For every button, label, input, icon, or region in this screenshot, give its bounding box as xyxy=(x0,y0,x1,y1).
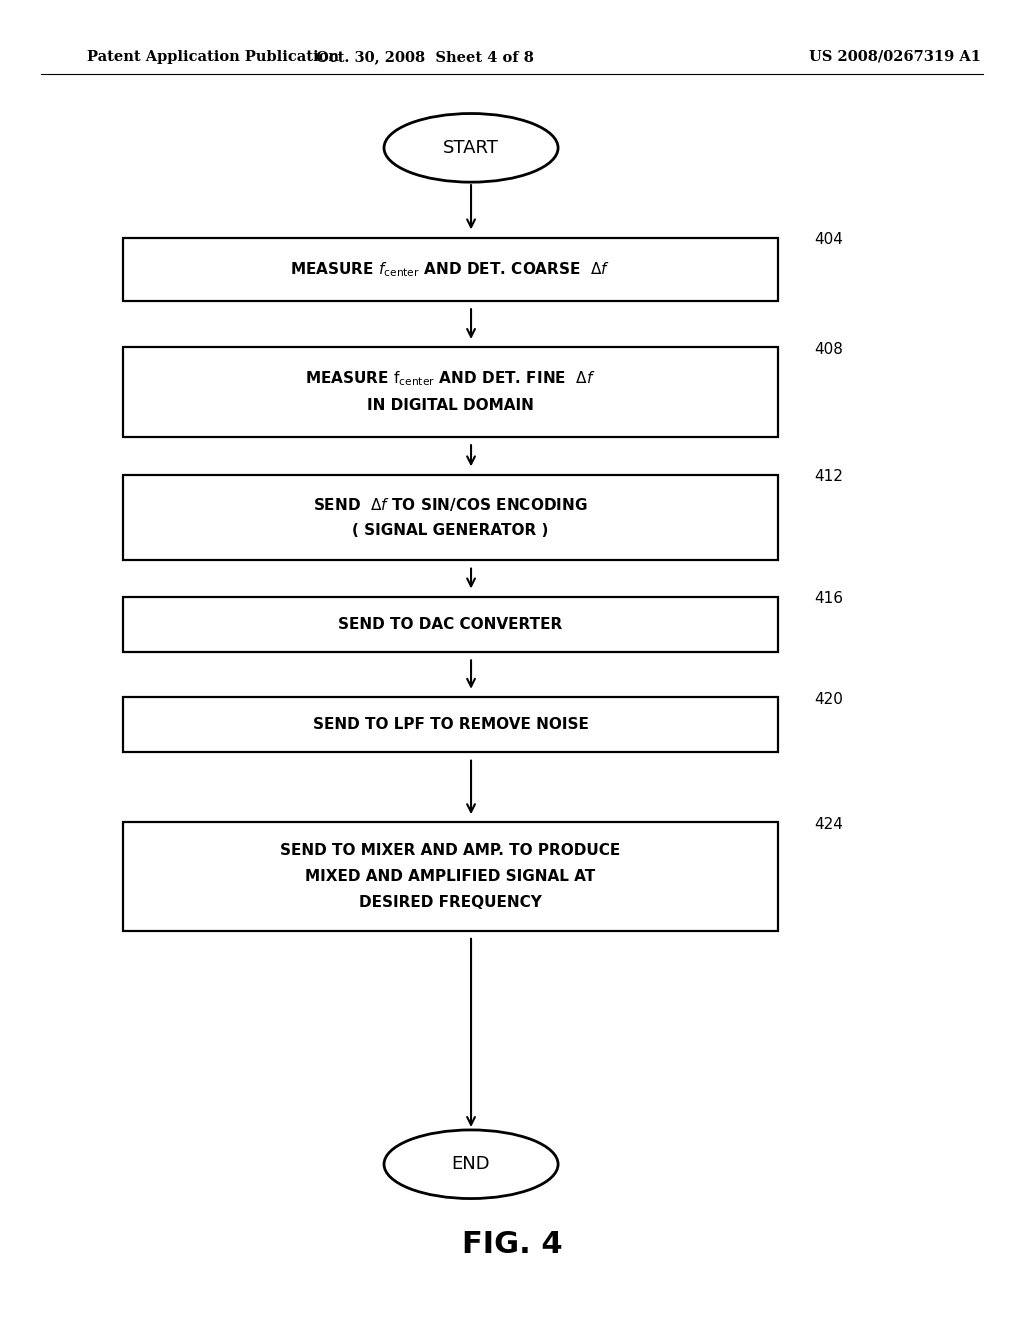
Text: SEND TO LPF TO REMOVE NOISE: SEND TO LPF TO REMOVE NOISE xyxy=(312,717,589,733)
Text: MEASURE $\mathit{f}_{\mathrm{center}}$ AND DET. COARSE  $\Delta \mathit{f}$: MEASURE $\mathit{f}_{\mathrm{center}}$ A… xyxy=(291,260,610,279)
Text: Oct. 30, 2008  Sheet 4 of 8: Oct. 30, 2008 Sheet 4 of 8 xyxy=(316,50,534,63)
Text: 424: 424 xyxy=(814,817,843,832)
Bar xyxy=(123,822,778,931)
Text: 416: 416 xyxy=(814,591,843,606)
Bar xyxy=(123,597,778,652)
Text: SEND  $\Delta \mathit{f}$ TO SIN/COS ENCODING: SEND $\Delta \mathit{f}$ TO SIN/COS ENCO… xyxy=(313,496,588,512)
Text: 420: 420 xyxy=(814,692,843,706)
Text: IN DIGITAL DOMAIN: IN DIGITAL DOMAIN xyxy=(368,397,534,413)
Text: 412: 412 xyxy=(814,470,843,484)
Bar xyxy=(123,238,778,301)
Text: US 2008/0267319 A1: US 2008/0267319 A1 xyxy=(809,50,981,63)
Text: MIXED AND AMPLIFIED SIGNAL AT: MIXED AND AMPLIFIED SIGNAL AT xyxy=(305,869,596,884)
Text: 408: 408 xyxy=(814,342,843,356)
Text: START: START xyxy=(443,139,499,157)
Text: SEND TO DAC CONVERTER: SEND TO DAC CONVERTER xyxy=(339,616,562,632)
Bar xyxy=(123,474,778,560)
Bar xyxy=(123,347,778,437)
Text: 404: 404 xyxy=(814,232,843,247)
Bar xyxy=(123,697,778,752)
Text: ( SIGNAL GENERATOR ): ( SIGNAL GENERATOR ) xyxy=(352,523,549,539)
Text: SEND TO MIXER AND AMP. TO PRODUCE: SEND TO MIXER AND AMP. TO PRODUCE xyxy=(281,842,621,858)
Text: Patent Application Publication: Patent Application Publication xyxy=(87,50,339,63)
Text: FIG. 4: FIG. 4 xyxy=(462,1230,562,1259)
Text: DESIRED FREQUENCY: DESIRED FREQUENCY xyxy=(359,895,542,911)
Text: END: END xyxy=(452,1155,490,1173)
Text: MEASURE $\mathrm{f}_{\mathrm{center}}$ AND DET. FINE  $\Delta f$: MEASURE $\mathrm{f}_{\mathrm{center}}$ A… xyxy=(305,370,596,388)
